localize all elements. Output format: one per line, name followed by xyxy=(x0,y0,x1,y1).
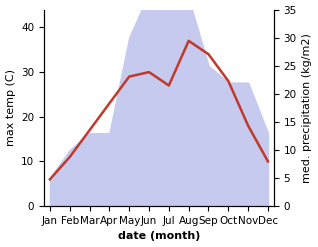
Y-axis label: max temp (C): max temp (C) xyxy=(5,69,16,146)
Y-axis label: med. precipitation (kg/m2): med. precipitation (kg/m2) xyxy=(302,33,313,183)
X-axis label: date (month): date (month) xyxy=(118,231,200,242)
